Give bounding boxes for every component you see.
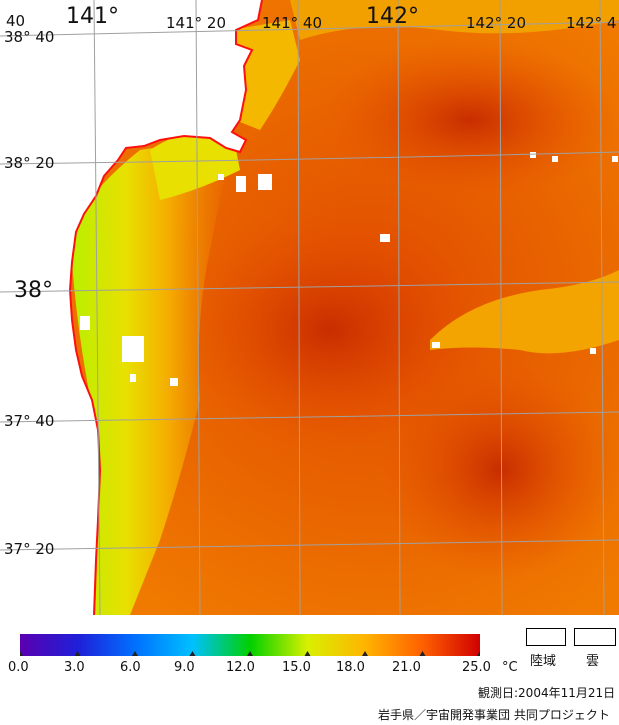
lon-label-141: 141° [66, 4, 119, 29]
cloud-patches [80, 152, 618, 386]
coastal-water [70, 145, 230, 615]
lon-label-142-40: 142° 4 [566, 14, 617, 32]
colorbar-tick: 9.0 [174, 660, 195, 675]
colorbar-tick-mark [477, 651, 480, 656]
lat-label-37-40: 37° 40 [4, 412, 55, 430]
colorbar-tick: 18.0 [336, 660, 365, 675]
observation-date: 観測日:2004年11月21日 [478, 686, 616, 700]
lat-label-38-40: 38° 40 [4, 28, 55, 46]
cloud-legend-label: 雲 [586, 654, 600, 669]
credit-text: 岩手県／宇宙開発事業団 共同プロジェクト [378, 708, 610, 722]
warm-eddy [170, 210, 490, 450]
corner-label: 40 [6, 12, 26, 30]
cool-tongue [290, 0, 619, 40]
colorbar-gradient [20, 634, 480, 656]
colorbar-tick-mark [419, 651, 426, 656]
colorbar-tick: 15.0 [282, 660, 311, 675]
lat-label-38: 38° [14, 278, 53, 303]
colorbar-tick-mark [74, 651, 81, 656]
colorbar-tick-mark [20, 651, 23, 656]
lon-label-142: 142° [366, 4, 419, 29]
colorbar-unit: °C [502, 660, 518, 675]
lat-label-38-20: 38° 20 [4, 154, 55, 172]
warm-eddy [380, 360, 619, 580]
colorbar-tick-mark [132, 651, 138, 656]
colorbar [20, 634, 480, 656]
land-swatch [526, 628, 566, 646]
colorbar-tick: 12.0 [226, 660, 255, 675]
colorbar-tick: 21.0 [392, 660, 421, 675]
cool-tongue [430, 270, 619, 354]
colorbar-tick-mark [362, 651, 368, 656]
coastline [68, 0, 263, 615]
sst-map [0, 0, 619, 615]
lon-label-142-20: 142° 20 [466, 14, 526, 32]
colorbar-tick: 3.0 [64, 660, 85, 675]
warm-eddy [320, 40, 619, 200]
colorbar-tick: 25.0 [462, 660, 491, 675]
lon-label-141-40: 141° 40 [262, 14, 322, 32]
colorbar-tick-mark [189, 651, 196, 656]
colorbar-tick-mark [304, 651, 311, 656]
lat-label-37-20: 37° 20 [4, 540, 55, 558]
lon-label-141-20: 141° 20 [166, 14, 226, 32]
land [0, 0, 262, 615]
colorbar-tick-mark [247, 651, 253, 656]
colorbar-tick: 6.0 [120, 660, 141, 675]
cloud-swatch [574, 628, 616, 646]
land-legend-label: 陸域 [530, 654, 557, 669]
colorbar-tick: 0.0 [8, 660, 29, 675]
